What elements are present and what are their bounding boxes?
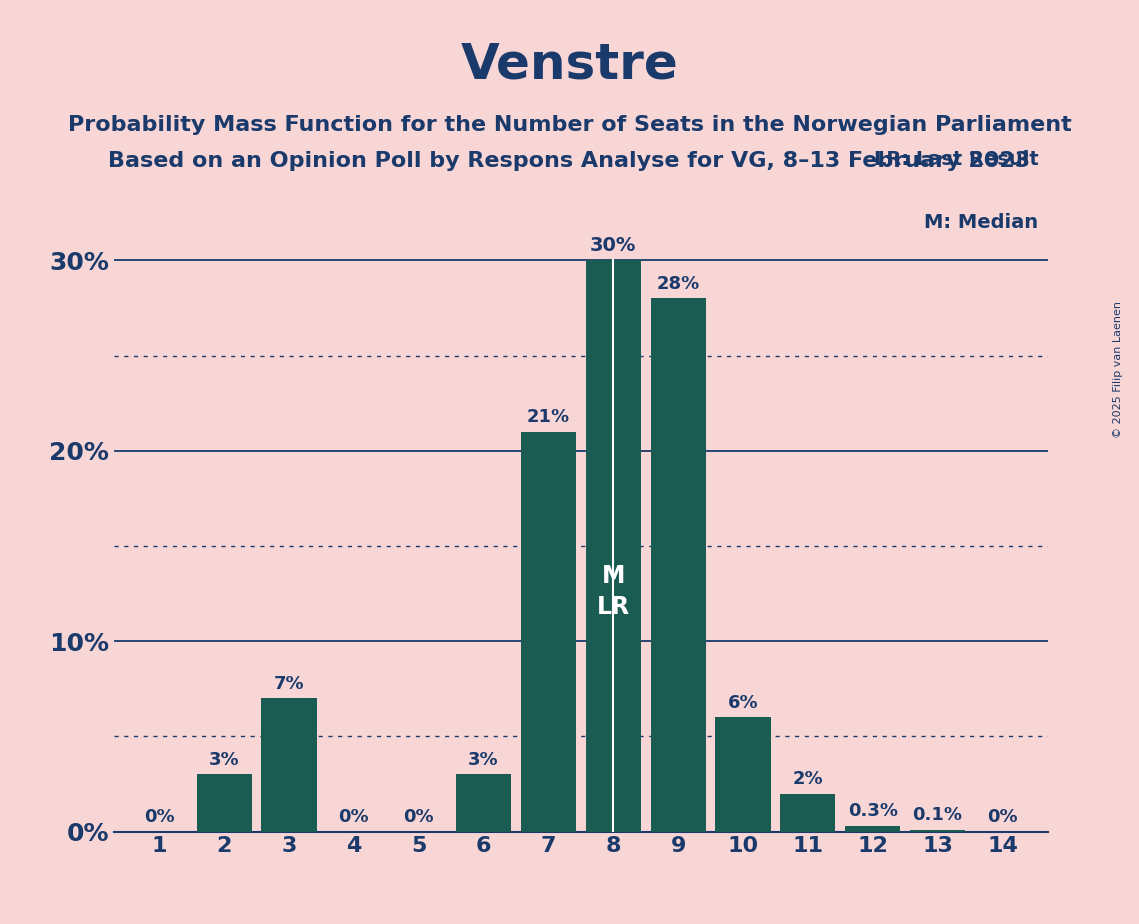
Bar xyxy=(845,826,900,832)
Text: 2%: 2% xyxy=(793,770,823,788)
Text: 7%: 7% xyxy=(273,675,304,693)
Text: M: Median: M: Median xyxy=(925,213,1039,232)
Bar xyxy=(780,794,836,832)
Text: Probability Mass Function for the Number of Seats in the Norwegian Parliament: Probability Mass Function for the Number… xyxy=(67,115,1072,135)
Bar xyxy=(456,774,511,832)
Text: 0%: 0% xyxy=(988,808,1018,826)
Text: 3%: 3% xyxy=(468,751,499,769)
Text: 6%: 6% xyxy=(728,694,759,711)
Text: 30%: 30% xyxy=(590,236,637,255)
Text: 3%: 3% xyxy=(208,751,239,769)
Text: 0%: 0% xyxy=(144,808,174,826)
Bar xyxy=(715,717,771,832)
Text: 0.1%: 0.1% xyxy=(912,806,962,824)
Bar xyxy=(585,261,641,832)
Text: Based on an Opinion Poll by Respons Analyse for VG, 8–13 February 2023: Based on an Opinion Poll by Respons Anal… xyxy=(108,151,1031,171)
Text: 21%: 21% xyxy=(527,408,570,426)
Bar xyxy=(910,830,965,832)
Text: 0%: 0% xyxy=(403,808,434,826)
Text: 0.3%: 0.3% xyxy=(847,802,898,821)
Text: © 2025 Filip van Laenen: © 2025 Filip van Laenen xyxy=(1114,301,1123,438)
Bar xyxy=(197,774,252,832)
Text: LR: Last Result: LR: Last Result xyxy=(874,150,1039,169)
Bar xyxy=(521,432,576,832)
Text: Venstre: Venstre xyxy=(460,41,679,89)
Bar xyxy=(262,699,317,832)
Bar xyxy=(650,298,706,832)
Text: 28%: 28% xyxy=(656,274,699,293)
Text: M
LR: M LR xyxy=(597,564,630,619)
Text: 0%: 0% xyxy=(338,808,369,826)
